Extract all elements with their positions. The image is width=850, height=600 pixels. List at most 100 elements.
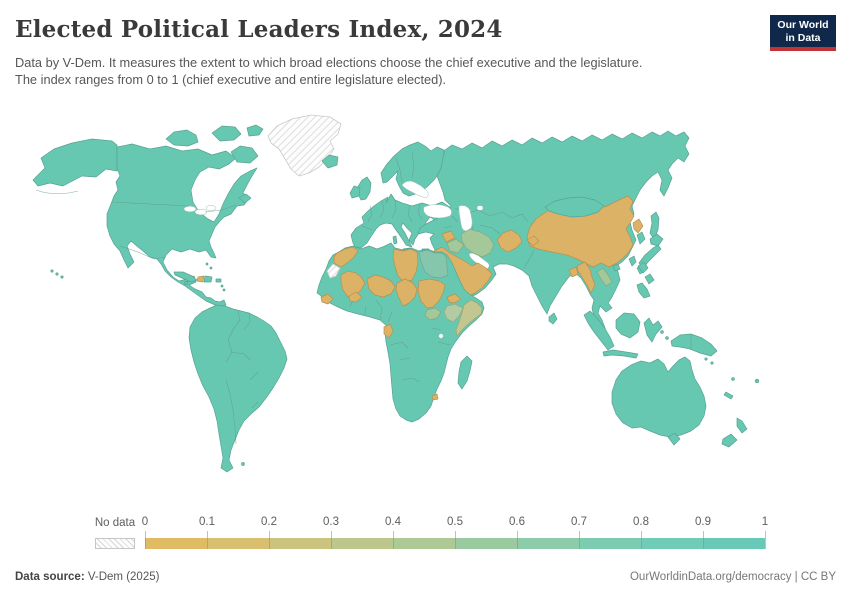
region-sulawesi[interactable]	[643, 317, 663, 343]
region-iraq[interactable]	[446, 238, 465, 254]
region-new-caledonia[interactable]	[723, 391, 734, 400]
region-vanuatu[interactable]	[731, 377, 735, 381]
region-united-kingdom[interactable]	[356, 176, 372, 201]
region-philippines[interactable]	[636, 282, 651, 299]
region-laos[interactable]	[596, 267, 613, 287]
region-iceland[interactable]	[321, 154, 339, 169]
region-bangladesh[interactable]	[568, 266, 579, 278]
region-ireland[interactable]	[349, 185, 361, 199]
legend-no-data-swatch[interactable]	[95, 538, 135, 549]
region-fiji[interactable]	[754, 378, 760, 384]
region-aleutians	[35, 189, 79, 195]
region-mongolia[interactable]	[544, 196, 605, 218]
region-niger[interactable]	[366, 274, 396, 298]
legend-bin[interactable]	[455, 538, 517, 549]
region-tasmania[interactable]	[667, 432, 681, 446]
region-western-sahara[interactable]	[326, 263, 341, 279]
region-guinea[interactable]	[320, 293, 334, 305]
region-philippines[interactable]	[644, 273, 655, 285]
region-antilles[interactable]	[222, 288, 226, 292]
region-somalia[interactable]	[455, 299, 483, 337]
region-egypt[interactable]	[418, 249, 449, 279]
region-arctic-island[interactable]	[165, 129, 199, 147]
region-hawaii[interactable]	[55, 272, 59, 276]
legend-bin[interactable]	[269, 538, 331, 549]
region-new-zealand-south[interactable]	[721, 433, 738, 448]
region-eswatini[interactable]	[431, 393, 439, 401]
region-arctic-island[interactable]	[211, 125, 242, 142]
region-solomon-islands[interactable]	[704, 357, 708, 361]
chart-subtitle: Data by V-Dem. It measures the extent to…	[15, 54, 642, 88]
region-australia[interactable]	[611, 356, 707, 438]
legend-colorbar[interactable]	[145, 538, 765, 549]
region-north-korea[interactable]	[632, 218, 644, 234]
africa-borders	[349, 299, 451, 383]
region-new-guinea[interactable]	[670, 333, 718, 357]
owid-logo-box: Our World in Data	[770, 15, 836, 47]
region-hainan[interactable]	[612, 263, 621, 272]
region-sumatra[interactable]	[583, 310, 615, 351]
legend-bin[interactable]	[517, 538, 579, 549]
data-source-value: V-Dem (2025)	[84, 571, 160, 583]
region-morocco[interactable]	[333, 246, 359, 268]
region-dominican-republic[interactable]	[203, 275, 213, 283]
legend-no-data-label: No data	[94, 517, 136, 529]
region-jamaica[interactable]	[184, 281, 188, 285]
region-cuba[interactable]	[173, 271, 198, 283]
region-iran[interactable]	[460, 228, 495, 258]
region-java[interactable]	[602, 349, 639, 359]
region-chad[interactable]	[395, 278, 418, 307]
region-gabon[interactable]	[383, 323, 394, 339]
region-hawaii[interactable]	[50, 269, 54, 273]
region-solomon-islands[interactable]	[710, 361, 714, 365]
region-tajikistan[interactable]	[526, 235, 540, 247]
region-afghanistan[interactable]	[496, 229, 523, 253]
region-philippines[interactable]	[637, 261, 649, 274]
region-south-sudan[interactable]	[424, 307, 442, 321]
region-sri-lanka[interactable]	[548, 312, 558, 325]
legend-bin[interactable]	[579, 538, 641, 549]
region-falkland-islands[interactable]	[241, 462, 245, 466]
region-newfoundland[interactable]	[238, 193, 252, 204]
region-alaska[interactable]	[32, 138, 118, 187]
region-new-zealand-north[interactable]	[736, 417, 748, 434]
region-sardinia[interactable]	[392, 235, 398, 245]
region-syria[interactable]	[441, 230, 456, 243]
legend-bin[interactable]	[703, 538, 765, 549]
region-antilles[interactable]	[220, 284, 224, 288]
region-south-america[interactable]	[188, 304, 288, 473]
region-bahamas[interactable]	[209, 266, 213, 270]
region-borneo[interactable]	[615, 312, 641, 339]
region-eritrea[interactable]	[446, 293, 462, 304]
subtitle-line-2: The index ranges from 0 to 1 (chief exec…	[15, 72, 447, 87]
region-madagascar[interactable]	[457, 355, 473, 390]
region-taiwan[interactable]	[628, 255, 637, 267]
page-title: Elected Political Leaders Index, 2024	[15, 16, 503, 43]
region-hawaii[interactable]	[60, 275, 64, 279]
region-bahamas[interactable]	[205, 262, 209, 266]
region-sudan[interactable]	[417, 278, 446, 309]
region-burkina-faso[interactable]	[348, 291, 363, 303]
region-haiti[interactable]	[196, 275, 205, 283]
region-puerto-rico[interactable]	[215, 278, 222, 283]
legend-bin[interactable]	[393, 538, 455, 549]
region-baffin-island[interactable]	[230, 145, 259, 164]
legend-bin[interactable]	[145, 538, 207, 549]
subtitle-line-1: Data by V-Dem. It measures the extent to…	[15, 55, 643, 70]
region-moluccas[interactable]	[665, 336, 669, 340]
region-north-america[interactable]	[106, 143, 258, 308]
region-mali[interactable]	[340, 270, 366, 298]
attribution-link[interactable]: OurWorldinData.org/democracy | CC BY	[629, 571, 836, 583]
region-moluccas[interactable]	[660, 330, 664, 334]
legend-bin[interactable]	[641, 538, 703, 549]
region-myanmar[interactable]	[576, 261, 596, 294]
region-arctic-island[interactable]	[246, 124, 264, 137]
region-libya[interactable]	[392, 248, 419, 283]
region-south-korea[interactable]	[636, 231, 646, 245]
legend-bin[interactable]	[331, 538, 393, 549]
region-ethiopia[interactable]	[443, 303, 464, 323]
region-japan-hokkaido[interactable]	[649, 233, 664, 247]
legend-bin[interactable]	[207, 538, 269, 549]
